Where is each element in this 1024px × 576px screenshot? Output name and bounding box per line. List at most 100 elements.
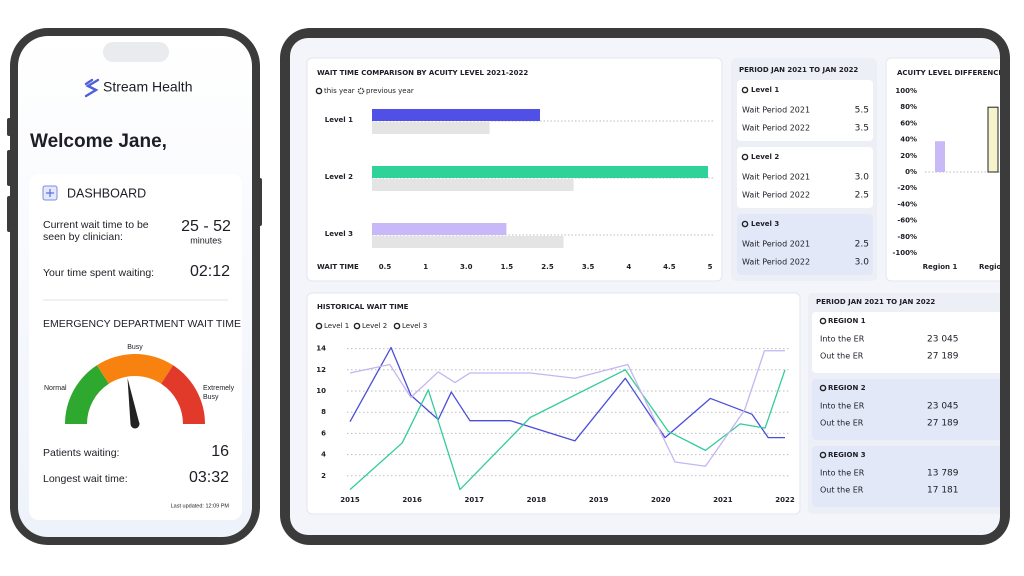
legend-label: Level 1	[324, 322, 349, 330]
gauge-label: Extremely	[203, 385, 235, 392]
row-label: Into the ER	[820, 335, 865, 344]
x-tick-label: 3.5	[582, 263, 595, 271]
legend-marker	[741, 153, 749, 161]
legend-marker	[393, 322, 401, 330]
y-tick-label: 10	[316, 387, 326, 395]
row-label: Wait Period 2021	[742, 106, 810, 115]
y-tick-label: 20%	[900, 152, 917, 160]
panel	[885, 57, 1000, 282]
patients-value: 16	[211, 443, 229, 460]
section-title: PERIOD JAN 2021 TO JAN 2022	[816, 298, 935, 306]
y-tick-label: 4	[321, 451, 326, 459]
x-tick-label: 2018	[527, 496, 547, 504]
info-card	[737, 147, 873, 208]
bar	[372, 122, 490, 134]
y-tick-label: 40%	[900, 136, 917, 144]
legend-marker	[741, 220, 749, 228]
line-series	[349, 369, 786, 491]
x-tick-label: 4	[626, 263, 631, 271]
welcome: Welcome Jane,	[30, 131, 167, 152]
x-tick-label: 2022	[775, 496, 795, 504]
legend-marker	[819, 451, 827, 459]
y-tick-label: -40%	[897, 200, 917, 208]
logo-icon	[84, 78, 100, 98]
y-tick-label: 60%	[900, 119, 917, 127]
bar	[372, 223, 507, 235]
x-tick-label: Regio	[979, 263, 1002, 271]
gauge-needle	[127, 378, 140, 424]
category-label: Level 2	[325, 173, 353, 181]
wait-unit: minutes	[190, 235, 222, 245]
row-value: 13 789	[927, 469, 959, 479]
card-title: REGION 3	[828, 451, 866, 459]
y-tick-label: -60%	[897, 217, 917, 225]
wait-label: Current wait time to be	[43, 219, 149, 231]
row-label: Wait Period 2022	[742, 124, 810, 133]
row-value: 5.5	[855, 106, 869, 116]
row-label: Out the ER	[820, 486, 864, 495]
info-card	[812, 312, 1000, 373]
row-value: 27 189	[927, 419, 959, 429]
tablet-content: WAIT TIME COMPARISON BY ACUITY LEVEL 202…	[306, 57, 1002, 515]
wait-value: 25 - 52	[181, 218, 231, 235]
row-value: 23 045	[927, 402, 959, 412]
dashboard-card	[29, 174, 242, 520]
bar	[372, 236, 564, 248]
legend-marker	[315, 322, 323, 330]
row-value: 23 045	[927, 335, 959, 345]
phone-notch	[103, 42, 169, 62]
info-card	[737, 214, 873, 275]
x-tick-label: Region 1	[923, 263, 958, 271]
y-tick-label: -100%	[892, 249, 917, 257]
gauge	[65, 353, 206, 429]
row-label: Out the ER	[820, 419, 864, 428]
row-value: 3.0	[855, 258, 870, 268]
section-title: PERIOD JAN 2021 TO JAN 2022	[739, 66, 858, 74]
bar	[987, 106, 999, 173]
panel	[306, 292, 801, 515]
info-card	[812, 379, 1000, 440]
row-value: 2.5	[855, 240, 869, 250]
legend-label: previous year	[366, 87, 414, 95]
gauge-label: Busy	[203, 394, 219, 401]
longest-value: 03:32	[189, 469, 229, 486]
y-tick-label: 0%	[905, 168, 917, 176]
longest-label: Longest wait time:	[43, 473, 128, 485]
x-tick-label: 5	[708, 263, 713, 271]
x-tick-label: 2019	[589, 496, 609, 504]
x-tick-label: 2021	[713, 496, 733, 504]
y-tick-label: -20%	[897, 184, 917, 192]
gauge-segment	[161, 365, 206, 424]
category-label: Level 1	[325, 116, 353, 124]
row-label: Wait Period 2022	[742, 191, 810, 200]
line-series	[349, 346, 785, 442]
legend-label: Level 3	[402, 322, 427, 330]
y-tick-label: 2	[321, 472, 326, 480]
y-tick-label: 14	[316, 345, 326, 353]
x-tick-label: 2.5	[541, 263, 554, 271]
row-label: Into the ER	[820, 469, 865, 478]
line-series	[349, 350, 785, 467]
bar	[372, 166, 708, 178]
x-tick-label: 1	[423, 263, 428, 271]
y-tick-label: -80%	[897, 233, 917, 241]
card-title: Level 2	[751, 153, 779, 161]
legend-marker	[357, 87, 365, 95]
x-tick-label: 2016	[402, 496, 422, 504]
x-tick-label: 1.5	[501, 263, 514, 271]
row-label: Into the ER	[820, 402, 865, 411]
row-label: Wait Period 2022	[742, 258, 810, 267]
spent-value: 02:12	[190, 263, 230, 280]
x-tick-label: 3.0	[460, 263, 473, 271]
row-label: Wait Period 2021	[742, 173, 810, 182]
ed-title: EMERGENCY DEPARTMENT WAIT TIME	[43, 318, 241, 330]
y-tick-label: 80%	[900, 103, 917, 111]
bar	[372, 109, 540, 121]
legend-marker	[353, 322, 361, 330]
row-value: 27 189	[927, 352, 959, 362]
gauge-hub	[130, 419, 140, 429]
x-tick-label: 2017	[465, 496, 485, 504]
